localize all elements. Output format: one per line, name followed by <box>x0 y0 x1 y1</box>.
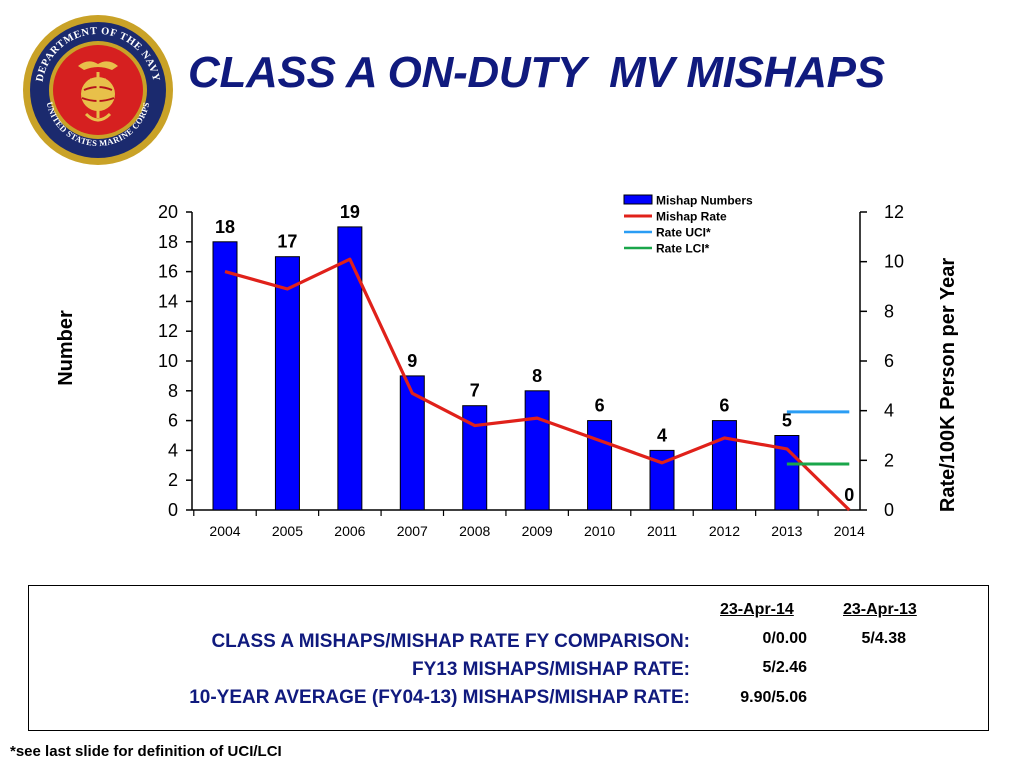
x-tick-label: 2014 <box>834 523 865 539</box>
bar-mishap-numbers <box>587 420 613 511</box>
legend-swatch-mishap-numbers <box>623 194 653 205</box>
y-tick-label: 18 <box>158 232 178 252</box>
y-axis-title: Number <box>55 310 77 386</box>
data-labels: 18 17 19 9 7 8 6 4 6 5 0 <box>215 202 854 505</box>
line-series <box>224 257 851 512</box>
bar-value-label: 7 <box>470 381 480 401</box>
bar-value-label: 5 <box>782 411 792 431</box>
legend-label: Mishap Rate <box>656 210 727 224</box>
bar-value-label: 19 <box>340 202 360 222</box>
y2-tick-label: 8 <box>884 301 894 321</box>
x-tick-label: 2013 <box>771 523 802 539</box>
chart-axes: 0 2 4 6 8 10 12 14 16 18 20 0 2 4 6 8 10 12 2004 2005 2006 20… <box>158 202 904 539</box>
comparison-row-label: CLASS A MISHAPS/MISHAP RATE FY COMPARISO… <box>211 631 690 652</box>
bar-series <box>212 226 800 511</box>
fy13-row-label: FY13 MISHAPS/MISHAP RATE: <box>411 659 690 680</box>
bar-mishap-numbers <box>524 390 550 511</box>
legend-label: Mishap Numbers <box>656 194 753 208</box>
fy-comparison-table: 23-Apr-14 23-Apr-13 CLASS A MISHAPS/MISH… <box>28 585 989 731</box>
bar-value-label: 17 <box>277 232 297 252</box>
y-tick-label: 2 <box>168 470 178 490</box>
bar-value-label: 4 <box>657 425 667 445</box>
y2-tick-label: 4 <box>884 401 894 421</box>
bar-mishap-numbers <box>711 420 737 511</box>
bar-value-label: 0 <box>844 485 854 505</box>
bar-value-label: 6 <box>719 396 729 416</box>
ten-year-average-value: 9.90/5.06 <box>740 689 807 706</box>
bar-value-label: 18 <box>215 217 235 237</box>
bar-value-label: 8 <box>532 366 542 386</box>
y2-tick-label: 10 <box>884 252 904 272</box>
y2-axis-title: Rate/100K Person per Year <box>937 258 959 512</box>
chart-legend: Mishap Numbers Mishap Rate Rate UCI* Rate L… <box>623 194 753 256</box>
bar-mishap-numbers <box>274 256 300 511</box>
legend-label: Rate LCI* <box>656 242 710 256</box>
column-header-current: 23-Apr-14 <box>720 601 794 618</box>
y-tick-label: 8 <box>168 381 178 401</box>
x-tick-label: 2006 <box>334 523 365 539</box>
y2-tick-label: 6 <box>884 351 894 371</box>
mishaps-combo-chart: 0 2 4 6 8 10 12 14 16 18 20 0 2 4 6 8 10 12 2004 2005 2006 20… <box>55 194 959 540</box>
y-tick-label: 10 <box>158 351 178 371</box>
y-tick-label: 0 <box>168 500 178 520</box>
bar-mishap-numbers <box>212 241 238 511</box>
x-tick-label: 2010 <box>584 523 615 539</box>
comparison-prior-value: 5/4.38 <box>861 630 906 647</box>
y-tick-label: 14 <box>158 291 178 311</box>
department-of-navy-usmc-seal: DEPARTMENT OF THE NAVY UNITED STATES MAR… <box>23 15 173 165</box>
y-tick-label: 6 <box>168 411 178 431</box>
column-header-prior: 23-Apr-13 <box>843 601 917 618</box>
y2-tick-label: 12 <box>884 202 904 222</box>
comparison-current-value: 0/0.00 <box>762 630 807 647</box>
x-tick-label: 2011 <box>647 523 677 539</box>
legend-label: Rate UCI* <box>656 226 711 240</box>
x-tick-label: 2012 <box>709 523 740 539</box>
y2-tick-label: 0 <box>884 500 894 520</box>
x-tick-label: 2009 <box>522 523 553 539</box>
footnote: *see last slide for definition of UCI/LC… <box>10 743 282 760</box>
y-tick-label: 4 <box>168 440 178 460</box>
x-tick-label: 2005 <box>272 523 303 539</box>
bar-value-label: 9 <box>407 351 417 371</box>
y-tick-label: 12 <box>158 321 178 341</box>
y-tick-label: 16 <box>158 262 178 282</box>
ten-year-average-row-label: 10-YEAR AVERAGE (FY04-13) MISHAPS/MISHAP… <box>189 687 690 708</box>
x-tick-label: 2007 <box>397 523 428 539</box>
mishap-rate-line <box>224 257 851 512</box>
x-tick-label: 2008 <box>459 523 490 539</box>
bar-mishap-numbers <box>337 226 363 511</box>
page-title: CLASS A ON-DUTY MV MISHAPS <box>188 48 885 97</box>
fy13-value: 5/2.46 <box>762 659 807 676</box>
y2-tick-label: 2 <box>884 450 894 470</box>
y-tick-label: 20 <box>158 202 178 222</box>
bar-value-label: 6 <box>595 396 605 416</box>
x-tick-label: 2004 <box>209 523 240 539</box>
